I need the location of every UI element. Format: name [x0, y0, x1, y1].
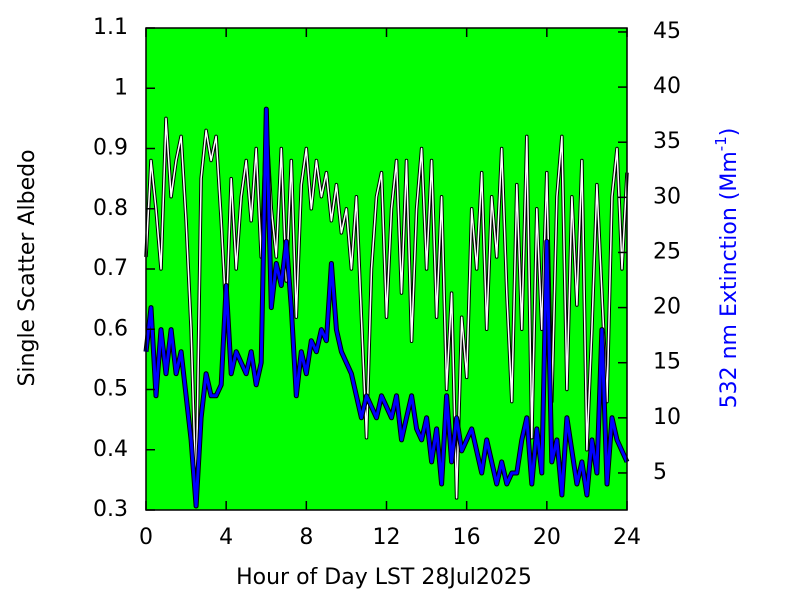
line [144, 107, 629, 508]
x-tick-label: 24 [613, 525, 641, 550]
y-tick-label: 0.4 [93, 437, 128, 462]
y-tick-label: 0.5 [93, 377, 128, 402]
y2-tick-label: 40 [653, 74, 681, 99]
y-tick-label: 1 [114, 75, 128, 100]
x-axis-label: Hour of Day LST 28Jul2025 [236, 565, 532, 590]
y-tick-label: 0.9 [93, 136, 128, 161]
y-tick-label: 0.6 [93, 316, 128, 341]
y2-tick-label: 15 [653, 350, 681, 375]
y2-tick-label: 45 [653, 19, 681, 44]
y-axis-label: Single Scatter Albedo [15, 149, 40, 386]
x-tick-label: 12 [373, 525, 401, 550]
y-tick-label: 1.1 [93, 15, 128, 40]
y2-axis-label: 532 nm Extinction (Mm-1) [712, 128, 743, 409]
x-tick-label: 8 [299, 525, 313, 550]
y2-tick-label: 35 [653, 129, 681, 154]
x-tick-label: 4 [219, 525, 233, 550]
y2-label-text: 532 nm Extinction (Mm [717, 151, 742, 408]
y2-tick-label: 5 [653, 460, 667, 485]
y2-label-end: ) [717, 128, 742, 137]
y-tick-label: 0.7 [93, 256, 128, 281]
y-tick-label: 0.8 [93, 196, 128, 221]
x-tick-label: 0 [139, 525, 153, 550]
y2-tick-label: 20 [653, 295, 681, 320]
y-tick-label: 0.3 [93, 497, 128, 522]
y2-label-sup: -1 [712, 136, 730, 151]
x-tick-label: 16 [453, 525, 481, 550]
y2-tick-label: 30 [653, 184, 681, 209]
x-tick-label: 20 [533, 525, 561, 550]
y2-tick-label: 25 [653, 239, 681, 264]
y2-tick-label: 10 [653, 405, 681, 430]
